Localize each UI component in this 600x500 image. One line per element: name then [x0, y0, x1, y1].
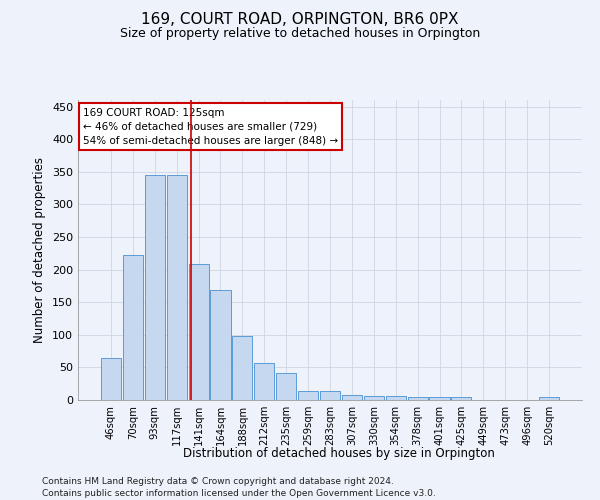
Bar — [145, 175, 165, 400]
Bar — [342, 395, 362, 400]
Bar — [211, 290, 230, 400]
Bar — [298, 391, 318, 400]
Bar — [167, 175, 187, 400]
Bar — [364, 396, 384, 400]
Bar — [123, 255, 143, 400]
Bar — [539, 398, 559, 400]
Bar — [254, 363, 274, 400]
Bar — [276, 372, 296, 400]
Bar — [320, 391, 340, 400]
Text: Size of property relative to detached houses in Orpington: Size of property relative to detached ho… — [120, 28, 480, 40]
Bar — [430, 396, 449, 400]
Text: Contains public sector information licensed under the Open Government Licence v3: Contains public sector information licen… — [42, 489, 436, 498]
Y-axis label: Number of detached properties: Number of detached properties — [34, 157, 46, 343]
Bar — [188, 264, 209, 400]
Bar — [101, 358, 121, 400]
Text: 169 COURT ROAD: 125sqm
← 46% of detached houses are smaller (729)
54% of semi-de: 169 COURT ROAD: 125sqm ← 46% of detached… — [83, 108, 338, 146]
Bar — [407, 396, 428, 400]
Text: Contains HM Land Registry data © Crown copyright and database right 2024.: Contains HM Land Registry data © Crown c… — [42, 478, 394, 486]
Bar — [451, 396, 472, 400]
Text: Distribution of detached houses by size in Orpington: Distribution of detached houses by size … — [183, 448, 495, 460]
Bar — [232, 336, 253, 400]
Bar — [386, 396, 406, 400]
Text: 169, COURT ROAD, ORPINGTON, BR6 0PX: 169, COURT ROAD, ORPINGTON, BR6 0PX — [141, 12, 459, 28]
